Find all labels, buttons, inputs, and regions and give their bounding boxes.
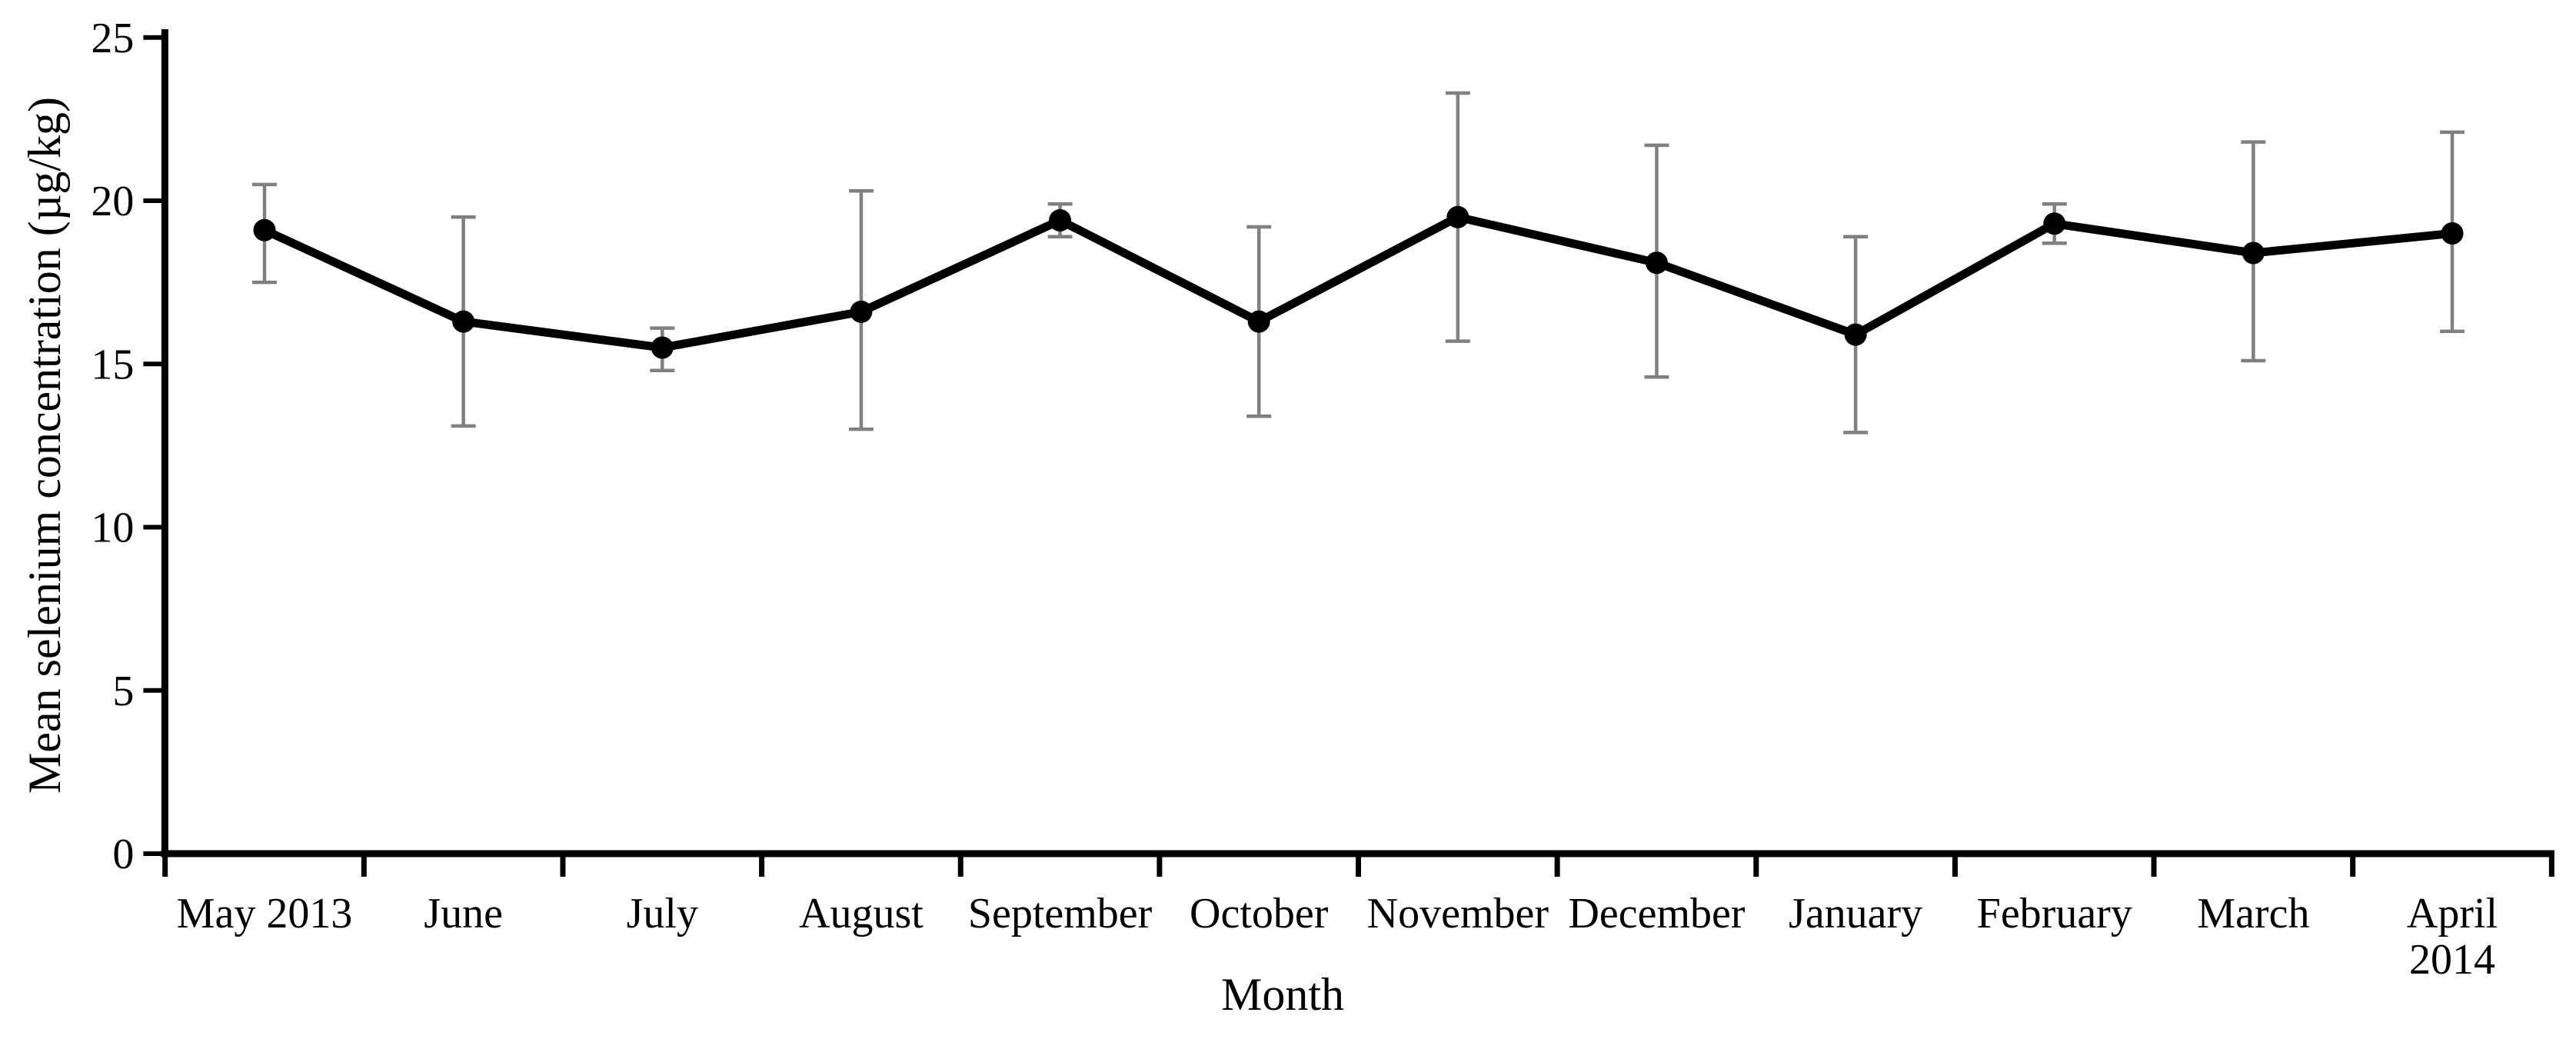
x-category-label: November <box>1367 890 1549 937</box>
x-category-label: April 2014 <box>2407 890 2498 984</box>
x-category-label: February <box>1977 890 2132 937</box>
y-tick-label: 15 <box>91 341 134 388</box>
y-tick-label: 20 <box>91 178 134 225</box>
x-category-label: December <box>1568 890 1745 937</box>
y-axis: 0 5 10 15 20 25 <box>91 15 168 878</box>
data-point <box>1844 323 1867 346</box>
data-point <box>2043 212 2066 235</box>
data-point <box>452 310 475 333</box>
data-point <box>253 218 276 241</box>
data-point <box>1645 251 1668 275</box>
x-category-label: July <box>627 890 698 937</box>
x-category-label: January <box>1789 890 1922 937</box>
x-category-label: March <box>2197 890 2309 937</box>
data-point <box>850 300 873 323</box>
data-point <box>1049 209 1072 232</box>
data-point <box>2242 241 2265 265</box>
data-point <box>651 336 674 359</box>
y-tick-label: 25 <box>91 15 134 62</box>
x-category-label: August <box>799 890 924 937</box>
y-tick-label: 0 <box>112 831 134 878</box>
x-category-label: September <box>968 890 1153 937</box>
data-points <box>253 205 2464 359</box>
x-category-label: October <box>1190 890 1329 937</box>
x-category-label: June <box>424 890 503 937</box>
x-axis: May 2013 June July August September October No… <box>161 850 2554 984</box>
x-category-label: May 2013 <box>177 890 353 937</box>
data-point <box>1247 310 1270 333</box>
data-point <box>1446 205 1469 228</box>
y-tick-label: 10 <box>91 505 134 552</box>
x-axis-title: Month <box>1221 969 1344 1020</box>
series-line <box>260 212 2457 352</box>
data-point <box>2441 221 2464 245</box>
y-axis-title: Mean selenium concentration (µg/kg) <box>19 97 70 794</box>
y-tick-label: 5 <box>112 668 134 715</box>
error-bars <box>252 91 2465 435</box>
